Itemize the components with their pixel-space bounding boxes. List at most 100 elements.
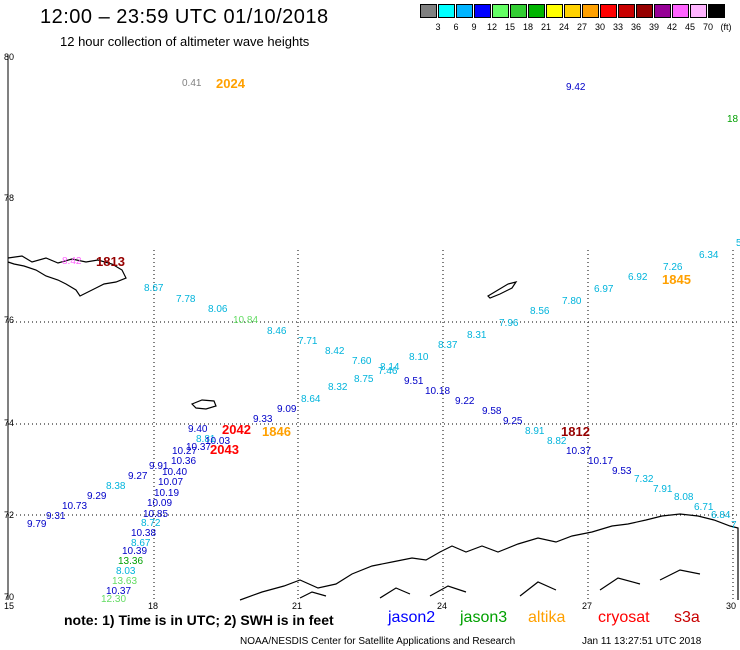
lon-label-24: 24	[437, 601, 448, 611]
footer-timestamp: Jan 11 13:27:51 UTC 2018	[582, 636, 702, 647]
swh-value: 6.34	[699, 250, 719, 261]
swh-value: 9.25	[503, 416, 523, 427]
legend-label: 33	[612, 22, 623, 32]
swh-value: 13.36	[118, 556, 144, 567]
swh-value: 7	[731, 520, 737, 531]
legend-label: 45	[684, 22, 695, 32]
legend-swatch	[474, 4, 491, 18]
legend-swatch	[546, 4, 563, 18]
swh-value: 6.84	[711, 510, 731, 521]
swh-value: 8.06	[208, 304, 228, 315]
swh-value: 6.71	[694, 502, 714, 513]
swh-value: 10.37	[186, 442, 212, 453]
swh-value: 8.38	[106, 481, 126, 492]
legend-swatch	[600, 4, 617, 18]
legend-label: 70	[702, 22, 713, 32]
page-title: 12:00 – 23:59 UTC 01/10/2018	[40, 6, 329, 28]
legend-swatch	[420, 4, 437, 18]
legend-label: 24	[558, 22, 569, 32]
legend-label: 27	[576, 22, 587, 32]
swh-value: 8.31	[467, 330, 487, 341]
swh-value: 7.60	[352, 356, 372, 367]
legend-swatch	[618, 4, 635, 18]
swh-value: 7.32	[634, 474, 654, 485]
swh-value: 8.10	[409, 352, 429, 363]
swh-value: 10.19	[154, 488, 180, 499]
swh-value: 10.09	[147, 498, 173, 509]
swh-value: 7.96	[499, 318, 519, 329]
swh-value: 0.41	[182, 78, 202, 89]
swh-value: 7.26	[663, 262, 683, 273]
page-subtitle: 12 hour collection of altimeter wave hei…	[60, 34, 310, 49]
footer-credit: NOAA/NESDIS Center for Satellite Applica…	[240, 636, 516, 647]
pass-time-label: 1813	[96, 254, 125, 269]
swh-value: 10.37	[106, 586, 132, 597]
legend-label: 21	[540, 22, 551, 32]
legend-swatch	[492, 4, 509, 18]
swh-value: 8.67	[131, 538, 151, 549]
svalbard-coast	[7, 255, 127, 297]
swh-value: 10.03	[205, 436, 231, 447]
legend-label: 3	[435, 22, 441, 32]
bear-island	[190, 399, 217, 410]
pass-time-label: 1845	[662, 272, 691, 287]
norway-coast	[239, 513, 739, 601]
swh-value: 9.27	[128, 471, 148, 482]
lon-label-30: 30	[726, 601, 737, 611]
swh-value: 8.64	[301, 394, 321, 405]
swh-value: 9.51	[404, 376, 424, 387]
lat-label-70: 70	[4, 592, 15, 602]
satellite-name: jason2	[388, 609, 436, 626]
swh-value: 8.32	[328, 382, 348, 393]
lat-label-78: 78	[4, 193, 15, 203]
swh-value: 10.84	[233, 315, 259, 326]
satellite-name: jason3	[460, 609, 508, 626]
legend-swatch	[636, 4, 653, 18]
pass-time-label: 2042	[222, 422, 251, 437]
swh-value: 8.42	[62, 256, 82, 267]
swh-value: 9.29	[87, 491, 107, 502]
gridlines	[8, 250, 740, 600]
satellite-name: altika	[528, 609, 566, 626]
swh-value: 7.78	[176, 294, 196, 305]
legend-swatch	[690, 4, 707, 18]
swh-value: 6.97	[594, 284, 614, 295]
legend-swatch	[438, 4, 455, 18]
swh-value: 10.17	[588, 456, 614, 467]
swh-value: 5	[736, 238, 740, 249]
swh-value: 10.36	[171, 456, 197, 467]
pass-time-label: 2043	[210, 442, 239, 457]
swh-value: 9.91	[149, 461, 169, 472]
legend-swatch	[672, 4, 689, 18]
lon-label-18: 18	[148, 601, 159, 611]
swh-value: 10.39	[122, 546, 148, 557]
swh-value: 6.92	[628, 272, 648, 283]
swh-value: 13.63	[112, 576, 138, 587]
swh-value: 9.53	[612, 466, 632, 477]
swh-value: 10.37	[566, 446, 592, 457]
legend-swatch	[528, 4, 545, 18]
lat-label-76: 76	[4, 315, 15, 325]
swh-value: 9.79	[27, 519, 47, 530]
swh-value: 7.71	[298, 336, 318, 347]
coastline	[7, 255, 739, 601]
swh-value: 10.38	[131, 528, 157, 539]
pass-time-label: 1812	[561, 424, 590, 439]
legend-label: 9	[471, 22, 477, 32]
hopen-island	[487, 281, 518, 299]
legend-swatch	[510, 4, 527, 18]
swh-value: 12.30	[101, 594, 127, 605]
swh-value: 10.07	[158, 477, 184, 488]
swh-value: 9.40	[188, 424, 208, 435]
legend-label: 6	[453, 22, 459, 32]
lon-label-21: 21	[292, 601, 303, 611]
swh-value: 7.80	[562, 296, 582, 307]
swh-value: 8.14	[380, 362, 400, 373]
legend-label: 12	[486, 22, 497, 32]
swh-value: 10.73	[62, 501, 88, 512]
swh-value: 8.91	[525, 426, 545, 437]
lat-label-72: 72	[4, 510, 15, 520]
swh-value: 10.40	[162, 467, 188, 478]
